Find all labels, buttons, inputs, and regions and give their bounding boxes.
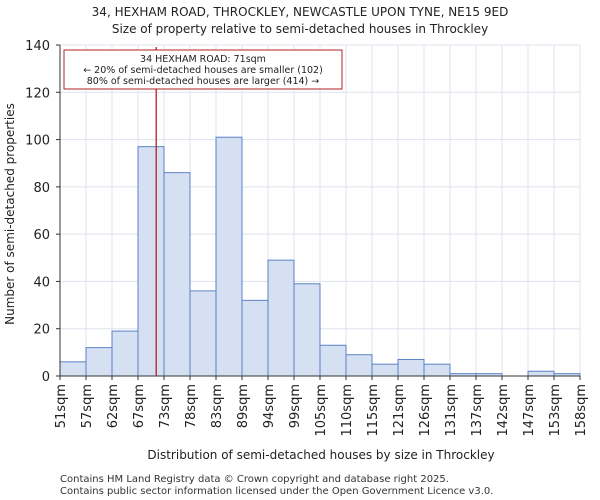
bar-83sqm xyxy=(215,136,243,377)
bar-73sqm xyxy=(163,172,191,377)
x-tick-label: 94sqm xyxy=(262,384,277,428)
annotation-smaller: ← 20% of semi-detached houses are smalle… xyxy=(83,65,323,76)
x-tick-label: 83sqm xyxy=(210,384,225,428)
chart-subtitle: Size of property relative to semi-detach… xyxy=(112,22,488,36)
y-tick-label: 20 xyxy=(33,323,50,338)
y-tick-labels: 0 20 40 60 80 100 120 140 xyxy=(25,39,60,385)
x-tick-label: 105sqm xyxy=(314,384,329,437)
bar-51sqm xyxy=(59,361,87,377)
x-tick-label: 62sqm xyxy=(106,384,121,428)
x-tick-labels: 51sqm 57sqm 62sqm 67sqm 73sqm 78sqm 83sqm 89sqm… xyxy=(54,376,589,437)
x-tick-label: 89sqm xyxy=(236,384,251,428)
x-axis-label: Distribution of semi-detached houses by … xyxy=(147,448,494,462)
x-tick-label: 67sqm xyxy=(132,384,147,428)
bar-94sqm xyxy=(267,259,295,377)
bars xyxy=(59,136,581,377)
bar-67sqm xyxy=(137,146,165,377)
bar-115sqm xyxy=(371,363,399,377)
x-tick-label: 158sqm xyxy=(574,384,589,437)
x-tick-label: 126sqm xyxy=(418,384,433,437)
x-tick-label: 110sqm xyxy=(340,384,355,437)
x-tick-label: 73sqm xyxy=(158,384,173,428)
bar-62sqm xyxy=(111,330,139,377)
bar-126sqm xyxy=(423,363,451,377)
bar-105sqm xyxy=(319,344,347,377)
y-axis-label: Number of semi-detached properties xyxy=(3,103,17,325)
x-tick-label: 147sqm xyxy=(522,384,537,437)
y-tick-label: 140 xyxy=(25,39,50,54)
y-tick-label: 100 xyxy=(25,134,50,149)
property-marker: 34 HEXHAM ROAD: 71sqm← 20% of semi-detac… xyxy=(63,47,343,376)
y-tick-label: 80 xyxy=(33,181,50,196)
y-tick-label: 120 xyxy=(25,86,50,101)
chart-title: 34, HEXHAM ROAD, THROCKLEY, NEWCASTLE UP… xyxy=(92,5,509,19)
x-tick-label: 99sqm xyxy=(288,384,303,428)
annotation-larger: 80% of semi-detached houses are larger (… xyxy=(87,76,320,87)
annotation-box xyxy=(63,49,343,90)
y-tick-label: 0 xyxy=(42,370,50,385)
bar-57sqm xyxy=(85,347,113,377)
x-tick-label: 142sqm xyxy=(496,384,511,437)
bar-89sqm xyxy=(241,299,269,377)
bar-110sqm xyxy=(345,354,373,377)
y-tick-label: 60 xyxy=(33,228,50,243)
y-tick-label: 40 xyxy=(33,275,50,290)
bar-99sqm xyxy=(293,283,321,377)
x-tick-label: 137sqm xyxy=(470,384,485,437)
x-tick-label: 57sqm xyxy=(80,384,95,428)
x-tick-label: 78sqm xyxy=(184,384,199,428)
x-tick-label: 115sqm xyxy=(366,384,381,437)
bar-147sqm xyxy=(527,370,555,377)
x-tick-label: 153sqm xyxy=(548,384,563,437)
annotation-title: 34 HEXHAM ROAD: 71sqm xyxy=(140,54,266,65)
x-tick-label: 131sqm xyxy=(444,384,459,437)
footer-licence: Contains public sector information licen… xyxy=(60,486,493,497)
x-tick-label: 121sqm xyxy=(392,384,407,437)
x-tick-label: 51sqm xyxy=(54,384,69,428)
footer-copyright: Contains HM Land Registry data © Crown c… xyxy=(60,474,449,485)
bar-121sqm xyxy=(397,358,425,377)
bar-78sqm xyxy=(189,290,217,377)
